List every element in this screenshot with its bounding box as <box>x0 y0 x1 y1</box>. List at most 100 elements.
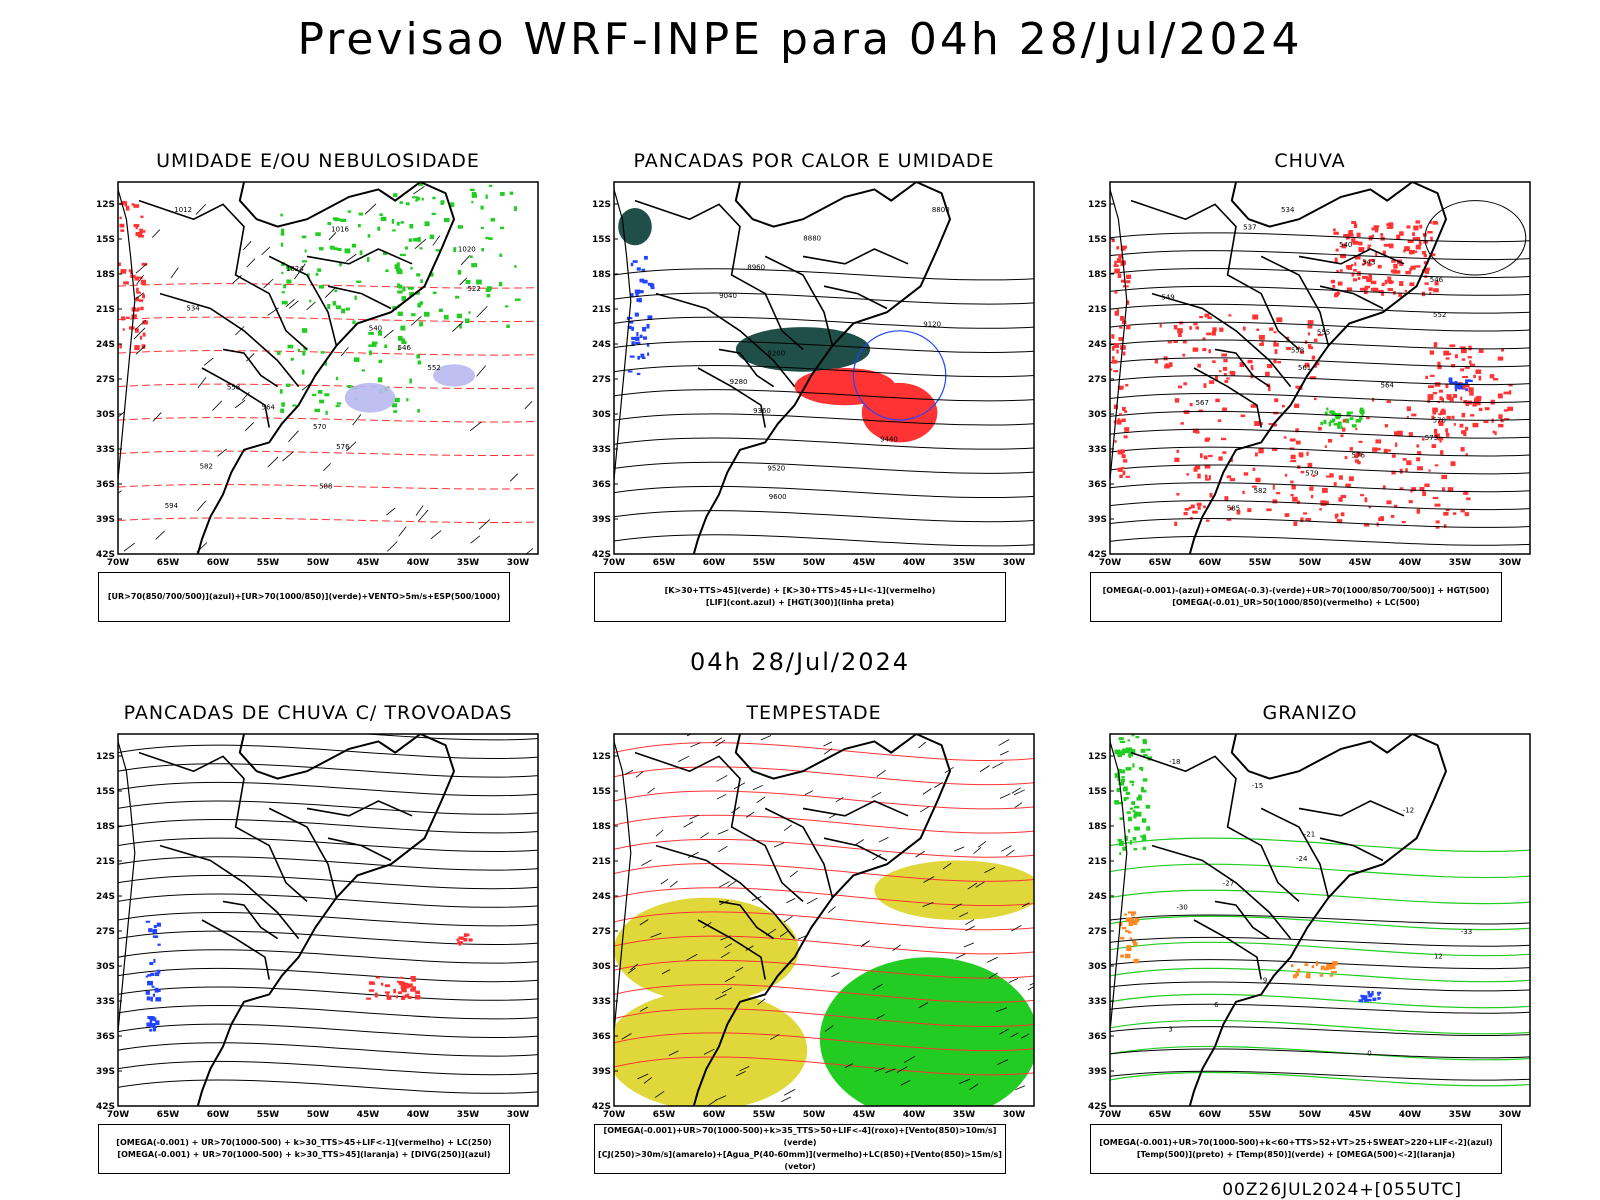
omega-ur-area <box>1421 250 1427 255</box>
omega-ur-area <box>1240 414 1246 418</box>
temp-500-contour <box>1110 914 1530 925</box>
omega-ur-area <box>1462 375 1468 379</box>
wind-vector <box>413 185 425 195</box>
jet-250-area <box>874 860 1034 920</box>
omega-ur-area <box>1340 512 1345 517</box>
omega-ur-area <box>1418 240 1422 246</box>
wind-850-vector <box>885 1068 896 1074</box>
wind-vector <box>386 507 396 516</box>
lon-tick-label: 50W <box>1299 1110 1322 1120</box>
lon-tick-label: 55W <box>753 558 776 568</box>
wind-850-vector <box>855 839 864 845</box>
temp-850-contour <box>1117 838 1122 842</box>
omega-ur-area <box>1117 273 1122 279</box>
temp-850-contour <box>1122 846 1127 851</box>
country-border <box>802 800 909 817</box>
omega-ur-area <box>1272 499 1278 504</box>
omega-ur-area <box>1258 334 1265 340</box>
country-border <box>159 844 300 940</box>
lat-tick-label: 42S <box>592 550 611 560</box>
lc-850-streamline <box>614 863 1034 882</box>
lif-contour <box>638 290 644 294</box>
omega-ur-area <box>1312 474 1316 478</box>
omega-ur-area <box>1119 326 1123 329</box>
divg-250-area <box>150 972 155 976</box>
wind-850-vector <box>781 1096 792 1103</box>
omega-ur-area <box>1212 360 1216 363</box>
omega-ur-area <box>1110 368 1113 371</box>
humidity-850-area <box>361 369 366 372</box>
wind-850-vector <box>752 784 763 791</box>
wind-850-vector <box>903 1056 916 1064</box>
omega-ur-area <box>1336 519 1343 524</box>
hgt-500-contour <box>1110 410 1530 421</box>
omega-ur-area <box>1435 526 1440 529</box>
wind-850-vector <box>959 912 969 918</box>
wind-vector <box>418 509 429 522</box>
humidity-850-area <box>315 272 319 276</box>
wind-850-vector <box>999 750 1009 756</box>
country-border <box>1151 292 1292 388</box>
omega-ur-area <box>1291 484 1296 490</box>
wind-850-vector <box>650 932 662 938</box>
omega-03-area <box>1337 424 1341 429</box>
humidity-850-area <box>468 311 471 314</box>
humidity-area <box>119 344 122 349</box>
wind-850-vector <box>844 1063 854 1069</box>
hgt-500-contour <box>1110 303 1530 314</box>
legend-line: [CJ(250)>30m/s](amarelo)+[Agua_P(40-60mm… <box>598 1150 1002 1171</box>
temp-850-contour <box>1131 801 1135 805</box>
omega-500-area <box>1332 961 1338 966</box>
omega-ur-area <box>1351 238 1356 243</box>
lon-tick-label: 70W <box>107 1110 130 1120</box>
wind-850-vector <box>922 902 934 907</box>
wind-850-vector <box>1027 985 1034 991</box>
temp-500-contour <box>1110 936 1530 947</box>
wind-vector <box>306 301 316 311</box>
omega-ur-area <box>1122 470 1126 476</box>
wind-850-vector <box>860 941 869 948</box>
wind-vector <box>170 267 179 279</box>
omega-ur-area <box>1445 383 1449 389</box>
omega-ur-area <box>1465 426 1469 431</box>
omega-ur-area <box>1111 334 1115 339</box>
contour-label: -24 <box>1296 855 1308 863</box>
omega-ur-area <box>1272 447 1278 451</box>
lif-contour <box>627 370 633 373</box>
omega-ur-area <box>1371 397 1375 402</box>
thunderstorm-area <box>458 943 462 946</box>
omega-ur-area <box>1411 413 1417 417</box>
omega-ur-area <box>1120 315 1125 321</box>
omega-ur-area <box>1269 327 1274 331</box>
wind-850-vector <box>700 832 709 839</box>
divg-250-area <box>149 1028 152 1032</box>
humidity-850-area <box>378 330 383 336</box>
lc-850-streamline <box>614 766 1034 786</box>
lon-tick-label: 45W <box>357 1110 380 1120</box>
humidity-850-area <box>481 247 485 252</box>
humidity-850-area <box>333 217 339 221</box>
humidity-850-area <box>286 279 292 284</box>
lat-tick-label: 27S <box>592 927 611 937</box>
lat-tick-label: 27S <box>592 375 611 385</box>
wind-vector <box>430 530 442 540</box>
lif-contour <box>627 325 632 330</box>
contour-label: 567 <box>1196 399 1209 407</box>
hail-area <box>1368 993 1373 998</box>
omega-ur-area <box>1392 269 1397 274</box>
wind-vector <box>118 490 122 494</box>
omega-ur-area <box>1383 243 1390 247</box>
country-border <box>1130 199 1300 350</box>
omega-ur-area <box>1430 236 1433 242</box>
omega-ur-area <box>1403 249 1406 253</box>
omega-ur-area <box>1399 487 1404 490</box>
omega-ur-area <box>1393 504 1398 508</box>
omega-ur-area <box>1188 506 1192 510</box>
humidity-850-area <box>490 218 496 222</box>
streamline-250 <box>118 949 538 964</box>
omega-ur-area <box>1380 233 1384 237</box>
omega-ur-area <box>1122 351 1126 356</box>
temp-850-contour <box>1126 747 1132 751</box>
legend-box-trovoadas: [OMEGA(-0.001) + UR>70(1000-500) + k>30_… <box>98 1124 510 1174</box>
omega-ur-area <box>1468 345 1472 351</box>
